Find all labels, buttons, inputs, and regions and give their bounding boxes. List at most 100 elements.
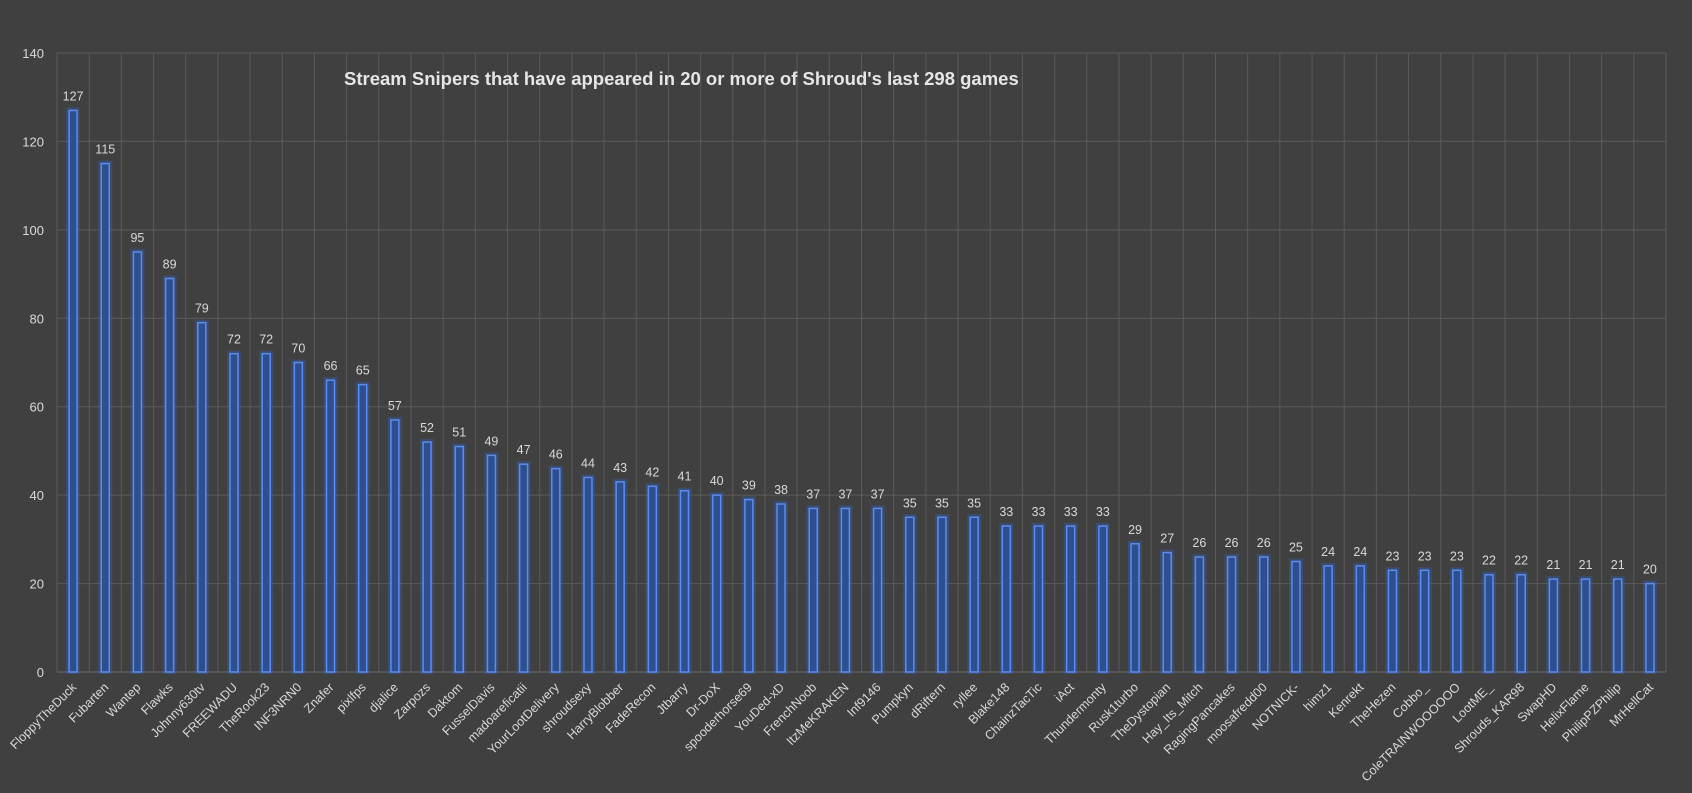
data-label: 42 xyxy=(645,465,659,479)
bar xyxy=(1033,525,1044,673)
x-tick-label: Wantep xyxy=(104,680,144,720)
bar xyxy=(1259,556,1269,673)
data-label: 23 xyxy=(1450,549,1464,563)
data-label: 44 xyxy=(581,456,595,470)
y-tick-label: 60 xyxy=(30,400,44,415)
data-label: 27 xyxy=(1160,532,1174,546)
x-tick-label: Zarpozs xyxy=(391,680,433,722)
bar xyxy=(1516,573,1526,673)
data-label: 33 xyxy=(1096,505,1110,519)
data-label: 33 xyxy=(1032,505,1046,519)
data-label: 47 xyxy=(517,443,531,457)
bar xyxy=(422,441,432,673)
bar xyxy=(583,476,593,673)
bar xyxy=(711,494,722,673)
data-label: 29 xyxy=(1128,523,1142,537)
bar xyxy=(1291,560,1301,673)
bar xyxy=(937,516,947,673)
data-label: 65 xyxy=(356,364,370,378)
x-tick-label: dRiftern xyxy=(907,680,948,721)
bar xyxy=(68,109,78,673)
x-tick-label: iAct xyxy=(1052,680,1077,705)
bar xyxy=(1162,551,1172,673)
data-label: 127 xyxy=(63,89,84,103)
data-label: 24 xyxy=(1321,545,1335,559)
bar xyxy=(615,481,625,673)
bars xyxy=(66,107,1657,675)
bar xyxy=(872,507,883,673)
data-label: 79 xyxy=(195,302,209,316)
bar xyxy=(776,503,786,673)
bar xyxy=(100,162,111,673)
data-label: 26 xyxy=(1225,536,1239,550)
y-tick-label: 40 xyxy=(30,488,44,503)
bar xyxy=(1419,569,1430,673)
bar xyxy=(1226,556,1237,673)
bar xyxy=(1130,543,1140,673)
bar xyxy=(1612,578,1623,673)
data-label: 22 xyxy=(1514,554,1528,568)
bar xyxy=(1065,525,1076,673)
y-tick-label: 80 xyxy=(30,311,44,326)
data-label: 22 xyxy=(1482,554,1496,568)
data-label: 35 xyxy=(903,496,917,510)
data-label: 39 xyxy=(742,479,756,493)
bar xyxy=(744,498,754,673)
bar xyxy=(261,352,271,673)
data-labels: 127 115 95 89 79 72 72 70 66 65 57 52 51 49 47 46 44 43 42… xyxy=(63,89,1657,576)
data-label: 46 xyxy=(549,448,563,462)
data-label: 51 xyxy=(452,426,466,440)
data-label: 21 xyxy=(1546,558,1560,572)
data-label: 40 xyxy=(710,474,724,488)
bar xyxy=(1645,582,1655,673)
x-axis-ticks: FloppyTheDuckFubartenWantepFlawksJohnny6… xyxy=(7,679,1656,784)
bar xyxy=(1098,525,1108,673)
bar xyxy=(1484,573,1494,673)
data-label: 37 xyxy=(871,487,885,501)
data-label: 21 xyxy=(1611,558,1625,572)
bar xyxy=(551,467,561,673)
bar xyxy=(1548,578,1559,673)
data-label: 24 xyxy=(1353,545,1367,559)
data-label: 66 xyxy=(324,359,338,373)
data-label: 37 xyxy=(838,487,852,501)
x-tick-label: Znafer xyxy=(301,680,336,715)
bar xyxy=(905,516,915,673)
bar xyxy=(679,489,690,673)
data-label: 41 xyxy=(678,470,692,484)
y-tick-label: 100 xyxy=(22,223,44,238)
bar xyxy=(840,507,851,673)
y-tick-label: 0 xyxy=(37,665,44,680)
bar xyxy=(808,507,818,673)
bar xyxy=(357,383,368,673)
data-label: 21 xyxy=(1579,558,1593,572)
data-label: 89 xyxy=(163,257,177,271)
bar xyxy=(969,516,979,673)
bar xyxy=(1452,569,1462,673)
y-tick-label: 20 xyxy=(30,577,44,592)
data-label: 23 xyxy=(1418,549,1432,563)
data-label: 95 xyxy=(130,231,144,245)
data-label: 70 xyxy=(291,342,305,356)
data-label: 20 xyxy=(1643,563,1657,577)
bar xyxy=(1355,565,1366,673)
bar xyxy=(164,277,175,673)
data-label: 25 xyxy=(1289,540,1303,554)
x-tick-label: ChainzTacTic xyxy=(982,680,1045,743)
data-label: 26 xyxy=(1192,536,1206,550)
bar xyxy=(293,361,304,673)
y-tick-label: 140 xyxy=(22,46,44,61)
data-label: 35 xyxy=(935,496,949,510)
data-label: 115 xyxy=(95,143,115,157)
bar xyxy=(132,251,143,673)
gridlines xyxy=(56,52,1667,673)
data-label: 37 xyxy=(806,487,820,501)
chart-title: Stream Snipers that have appeared in 20 … xyxy=(344,68,1019,89)
bar xyxy=(197,321,207,673)
bar xyxy=(1580,578,1591,673)
y-tick-label: 120 xyxy=(22,134,44,149)
bar xyxy=(1387,569,1398,673)
data-label: 52 xyxy=(420,421,434,435)
